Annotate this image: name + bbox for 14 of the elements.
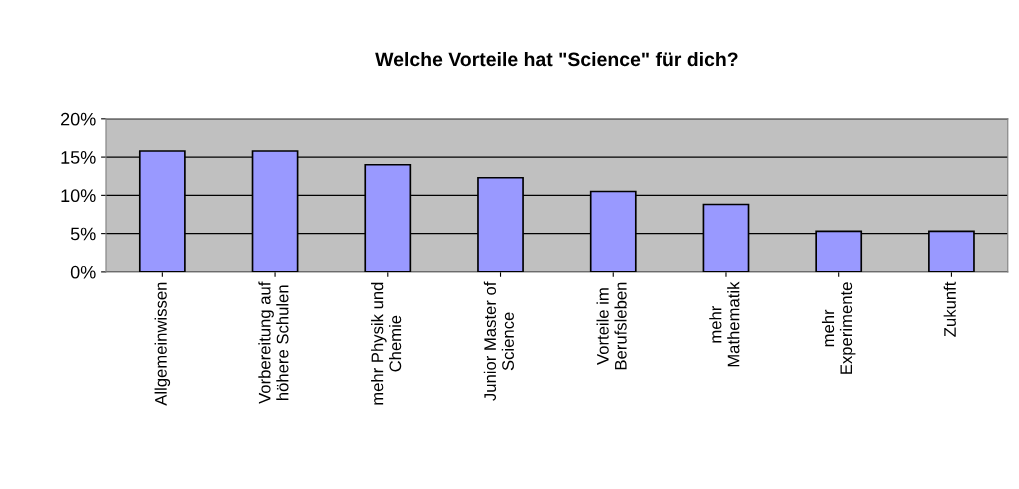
- x-tick-label: Junior Master of Science: [483, 281, 514, 401]
- x-tick-label: mehr Experimente: [821, 282, 856, 374]
- x-tick-label: Zukunft: [943, 281, 956, 337]
- x-tick-label: Allgemeinwissen: [154, 282, 171, 406]
- x-tick-label: mehr Mathematik: [709, 281, 740, 367]
- x-tick-label: Vorbereitung auf höhere Schulen: [258, 281, 289, 404]
- y-tick-label: 0%: [70, 265, 96, 279]
- x-tick-label: mehr Physik und Chemie: [371, 282, 402, 405]
- y-tick-label: 10%: [61, 189, 96, 203]
- y-tick-label: 20%: [61, 112, 96, 126]
- y-tick-label: 15%: [61, 151, 96, 164]
- chart-title: Welche Vorteile hat "Science" für dich?: [375, 51, 738, 67]
- x-tick-label: Vorteile im Berufsleben: [596, 282, 627, 370]
- y-tick-label: 5%: [70, 227, 96, 241]
